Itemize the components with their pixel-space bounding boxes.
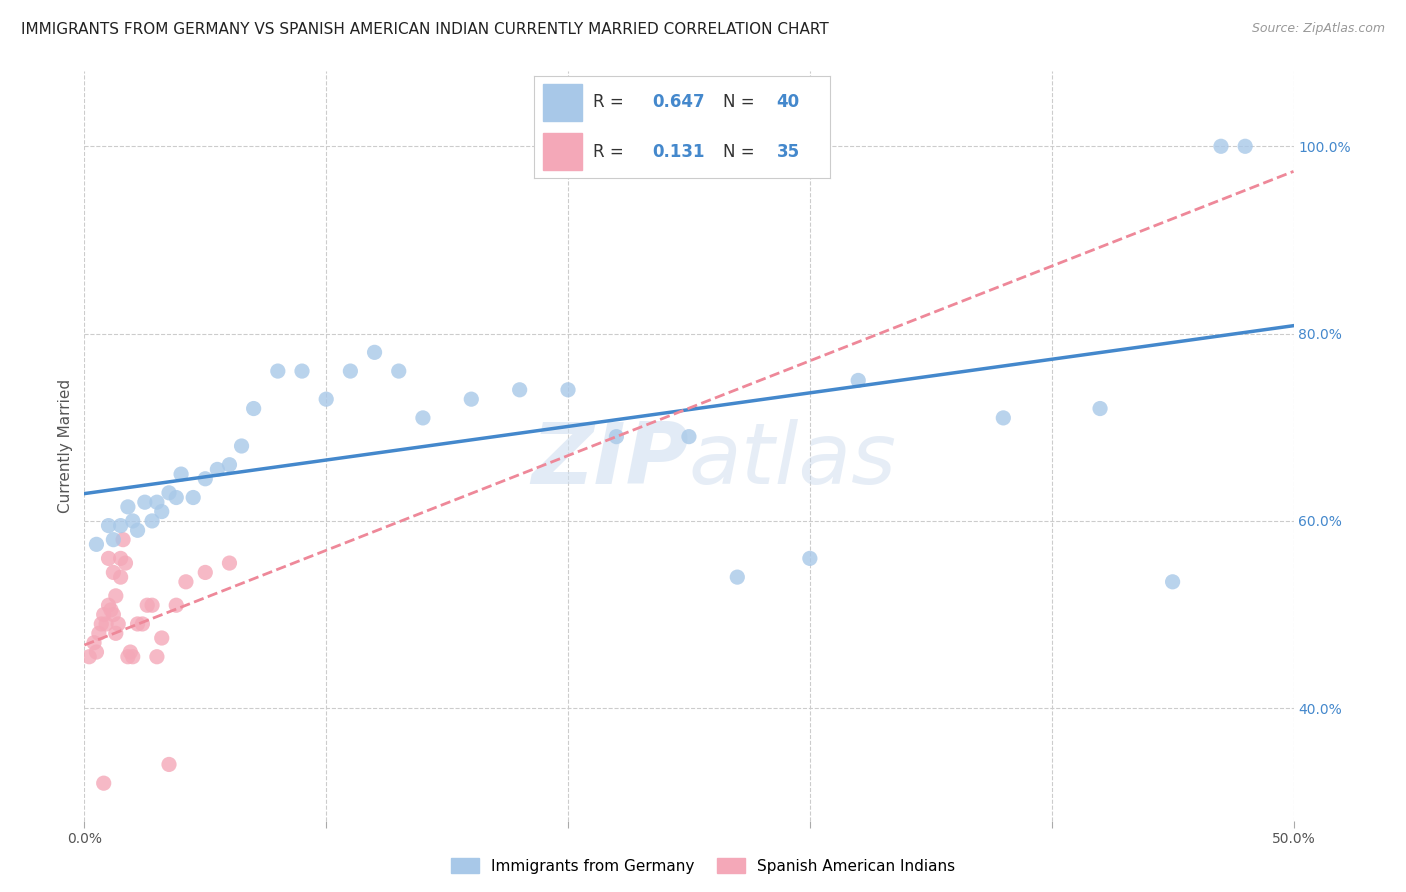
Point [131,617,153,632]
Point [150,505,173,519]
Point [993,411,1015,425]
Point [267,364,290,378]
Bar [543,133,582,170]
Text: atlas: atlas [689,419,897,502]
Point [846,374,869,388]
Point [110,518,132,533]
Point [110,551,132,566]
Point [86,537,108,551]
Point [1088,401,1111,416]
Point [231,439,253,453]
Point [97,551,120,566]
Point [460,392,482,407]
Point [104,589,127,603]
Point [87,626,110,640]
Point [412,411,434,425]
Point [107,617,129,632]
Bar [543,84,582,121]
Point [605,430,627,444]
Point [127,617,149,632]
Point [150,631,173,645]
Point [174,574,197,589]
Point [110,570,132,584]
Point [77,649,100,664]
Point [136,599,159,613]
Point [104,626,127,640]
Point [165,599,187,613]
Point [157,485,180,500]
Point [363,345,385,359]
Point [181,491,204,505]
Text: IMMIGRANTS FROM GERMANY VS SPANISH AMERICAN INDIAN CURRENTLY MARRIED CORRELATION: IMMIGRANTS FROM GERMANY VS SPANISH AMERI… [21,22,830,37]
Point [112,533,135,547]
Text: R =: R = [593,94,630,112]
Text: 0.131: 0.131 [652,143,704,161]
Point [90,617,112,632]
Point [97,599,120,613]
Point [134,495,156,509]
Point [1161,574,1184,589]
Point [157,757,180,772]
Point [339,364,361,378]
Point [146,649,169,664]
Point [1234,139,1257,153]
Point [315,392,337,407]
Point [165,491,187,505]
Point [207,462,229,476]
Point [103,533,125,547]
Point [117,649,139,664]
Legend: Immigrants from Germany, Spanish American Indians: Immigrants from Germany, Spanish America… [444,852,962,880]
Y-axis label: Currently Married: Currently Married [58,379,73,513]
Point [83,636,105,650]
Point [170,467,193,482]
Point [557,383,579,397]
Point [242,401,264,416]
Text: Source: ZipAtlas.com: Source: ZipAtlas.com [1251,22,1385,36]
Point [218,556,240,570]
Point [509,383,531,397]
Point [218,458,240,472]
Point [120,645,142,659]
Point [93,776,115,790]
Point [141,599,163,613]
Text: R =: R = [593,143,630,161]
Point [141,514,163,528]
Text: 35: 35 [776,143,800,161]
Point [103,607,125,622]
Point [291,364,314,378]
Point [117,500,139,514]
Point [93,607,115,622]
Point [678,430,700,444]
Point [114,556,136,570]
Point [127,524,149,538]
Point [194,472,217,486]
Point [799,551,821,566]
Point [100,603,122,617]
Point [121,649,143,664]
Point [146,495,169,509]
Point [94,617,117,632]
Point [97,855,120,870]
Text: 40: 40 [776,94,800,112]
Point [103,566,125,580]
Point [121,514,143,528]
Point [388,364,411,378]
Text: ZIP: ZIP [531,419,689,502]
Point [725,570,748,584]
Point [1209,139,1232,153]
Text: N =: N = [723,143,761,161]
Point [86,645,108,659]
Text: N =: N = [723,94,761,112]
Point [97,518,120,533]
Point [194,566,217,580]
Text: 0.647: 0.647 [652,94,704,112]
